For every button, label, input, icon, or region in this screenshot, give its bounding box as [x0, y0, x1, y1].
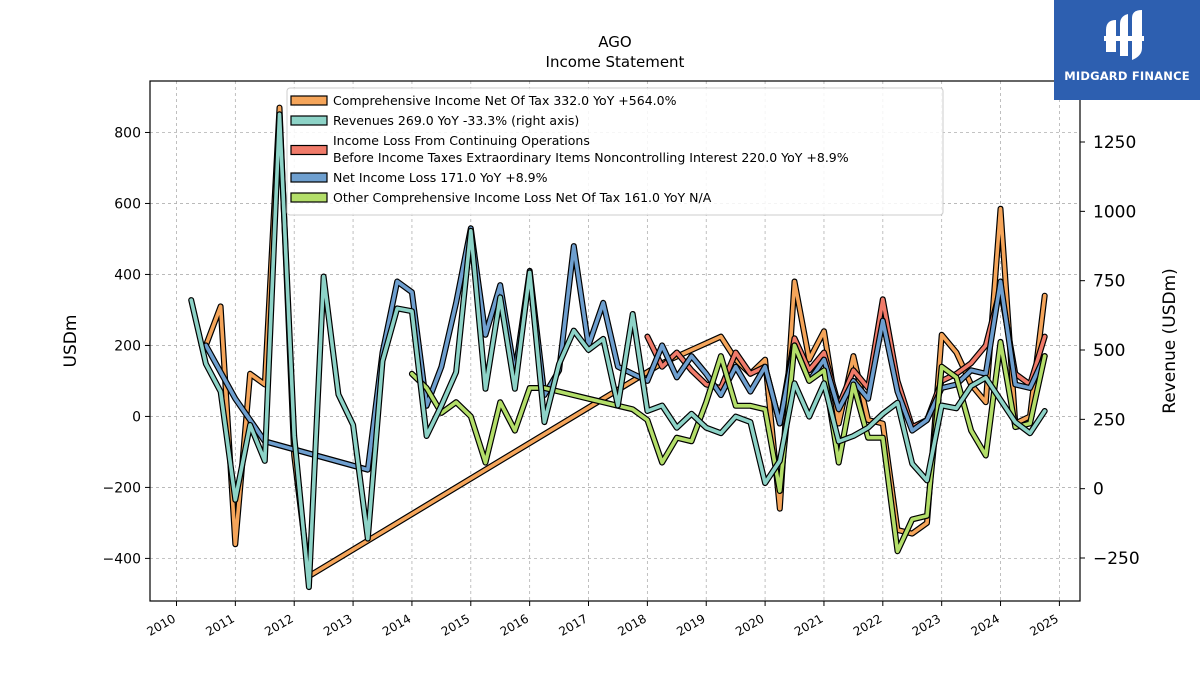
x-tick-label: 2018 — [615, 611, 648, 638]
legend-swatch-ilco — [290, 144, 328, 156]
y-right-tick-label: 250 — [1093, 410, 1125, 430]
plot-frame — [149, 80, 1081, 602]
legend-label-ilco: Before Income Taxes Extraordinary Items … — [333, 150, 849, 165]
x-tick-label: 2025 — [1027, 611, 1060, 638]
legend-label-ni: Net Income Loss 171.0 YoY +8.9% — [333, 170, 548, 185]
y-axis-label-right: Revenue (USDm) — [1160, 268, 1180, 414]
x-tick-label: 2017 — [557, 611, 590, 638]
legend-label-ilco: Income Loss From Continuing Operations — [333, 133, 590, 148]
series-rev-line — [189, 112, 1047, 589]
y-right-tick-label: −250 — [1093, 549, 1140, 569]
x-tick-label: 2013 — [321, 611, 354, 638]
y-tick-label: 400 — [114, 267, 141, 283]
legend-label-ci: Comprehensive Income Net Of Tax 332.0 Yo… — [333, 93, 677, 108]
x-tick-label: 2021 — [792, 611, 825, 638]
legend-label-rev: Revenues 269.0 YoY -33.3% (right axis) — [333, 113, 579, 128]
y-right-tick-label: 500 — [1093, 341, 1125, 361]
x-tick-label: 2015 — [439, 611, 472, 638]
brand-logo: MIDGARD FINANCE — [1054, 0, 1200, 100]
legend-swatch-ni — [290, 172, 328, 183]
legend: Comprehensive Income Net Of Tax 332.0 Yo… — [286, 87, 944, 216]
y-tick-label: 600 — [114, 196, 141, 212]
y-right-tick-label: 1000 — [1093, 202, 1136, 222]
legend-label-oci: Other Comprehensive Income Loss Net Of T… — [333, 190, 712, 205]
x-tick-label: 2016 — [498, 611, 531, 638]
x-tick-label: 2010 — [145, 611, 178, 638]
series-oci-line — [410, 340, 1047, 554]
y-right-tick-label: 750 — [1093, 272, 1125, 292]
brand-name: MIDGARD FINANCE — [1064, 69, 1190, 83]
legend-swatch-rev — [290, 115, 328, 126]
x-tick-label: 2012 — [262, 611, 295, 638]
series-lines — [188, 104, 1048, 591]
y-right-tick-label: 1250 — [1093, 133, 1136, 153]
legend-swatch-oci — [290, 192, 328, 203]
x-tick-label: 2020 — [733, 611, 766, 638]
chart-title: AGO — [598, 33, 631, 51]
x-tick-label: 2022 — [851, 611, 884, 638]
legend-swatch-ci — [290, 95, 328, 106]
x-tick-label: 2023 — [910, 611, 943, 638]
midgard-logo-icon — [1104, 10, 1144, 60]
chart-subtitle: Income Statement — [546, 53, 685, 71]
x-tick-label: 2014 — [380, 611, 413, 638]
series-ni-line — [204, 226, 1047, 472]
x-tick-label: 2011 — [203, 611, 236, 638]
y-right-tick-label: 0 — [1093, 480, 1104, 500]
y-axis-label-left: USDm — [61, 315, 81, 368]
y-tick-label: −200 — [103, 480, 141, 496]
y-tick-label: 200 — [114, 338, 141, 354]
legend-box — [286, 87, 944, 216]
x-tick-label: 2024 — [969, 611, 1002, 638]
x-tick-label: 2019 — [674, 611, 707, 638]
y-tick-label: 0 — [132, 409, 141, 425]
y-tick-label: 800 — [114, 125, 141, 141]
y-tick-label: −400 — [103, 551, 141, 567]
